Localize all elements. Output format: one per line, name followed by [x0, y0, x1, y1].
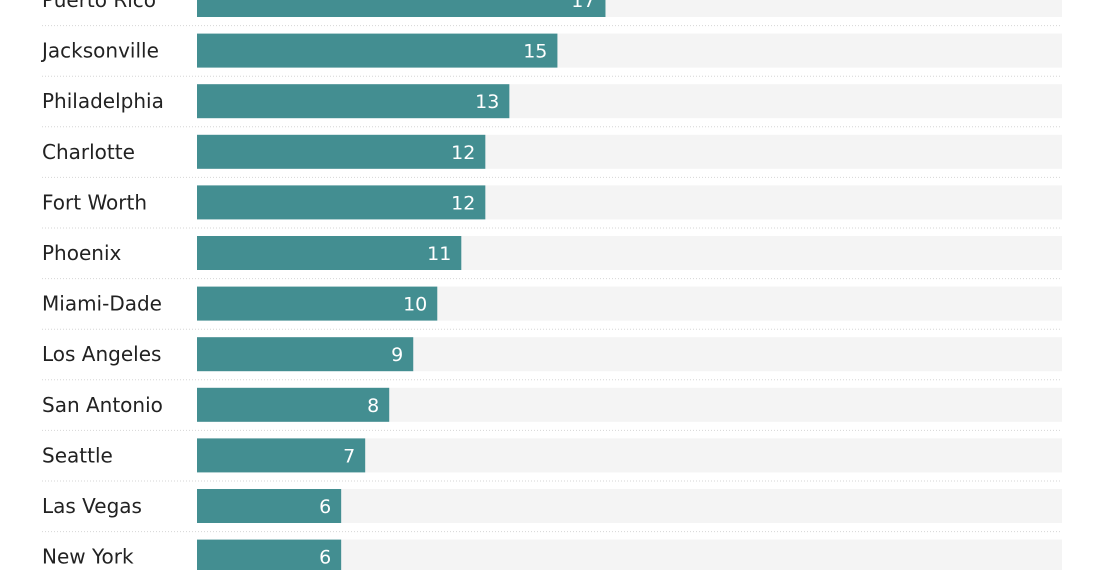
bar-row-fort-worth: Fort Worth 12: [42, 176, 1062, 220]
bar-row-san-antonio: San Antonio 8: [42, 379, 1062, 422]
value-label: 6: [319, 547, 331, 569]
category-label: New York: [42, 545, 134, 569]
value-label: 13: [475, 91, 499, 113]
value-label: 6: [319, 496, 331, 518]
bar-san-antonio: [197, 387, 390, 422]
bar-row-new-york: New York 6: [42, 531, 1062, 570]
bar-row-philadelphia: Philadelphia 13: [42, 75, 1062, 119]
bar-row-las-vegas: Las Vegas 6: [42, 480, 1062, 523]
bar-charlotte: [197, 134, 486, 169]
value-label: 17: [571, 0, 595, 12]
bar-seattle: [197, 438, 366, 473]
category-label: Los Angeles: [42, 342, 161, 366]
category-label: Miami-Dade: [42, 292, 162, 316]
bar-row-seattle: Seattle 7: [42, 429, 1062, 473]
category-label: Seattle: [42, 443, 113, 467]
value-label: 12: [451, 192, 475, 214]
bar-row-jacksonville: Jacksonville 15: [40, 25, 1062, 68]
category-label: Charlotte: [42, 140, 135, 164]
bar-fort-worth: [197, 185, 486, 220]
value-label: 8: [367, 395, 379, 417]
value-label: 15: [523, 41, 547, 63]
bar-row-phoenix: Phoenix 11: [42, 227, 1062, 270]
value-label: 9: [391, 344, 403, 366]
value-label: 7: [343, 445, 355, 467]
bar-row-puerto-rico: Puerto Rico 17: [42, 0, 1062, 17]
bar-new-york: [197, 539, 342, 570]
category-label: Las Vegas: [42, 494, 142, 518]
category-label: San Antonio: [42, 393, 163, 417]
bar-phoenix: [197, 236, 462, 270]
value-label: 11: [427, 243, 451, 265]
bar-row-charlotte: Charlotte 12: [42, 126, 1062, 169]
value-label: 10: [403, 294, 427, 316]
bar-las-vegas: [197, 489, 342, 523]
bar-miami-dade: [197, 286, 438, 321]
bar-los-angeles: [197, 337, 414, 372]
bar-row-los-angeles: Los Angeles 9: [42, 328, 1062, 372]
bar-jacksonville: [197, 33, 558, 68]
category-label: Fort Worth: [42, 190, 147, 214]
category-label: Philadelphia: [42, 89, 164, 113]
bar-row-miami-dade: Miami-Dade 10: [42, 278, 1062, 321]
bar-philadelphia: [197, 84, 510, 119]
category-label: Puerto Rico: [42, 0, 156, 12]
category-label: Phoenix: [42, 241, 122, 265]
value-label: 12: [451, 142, 475, 164]
bar-puerto-rico: [197, 0, 606, 17]
category-label: Jacksonville: [40, 39, 159, 63]
